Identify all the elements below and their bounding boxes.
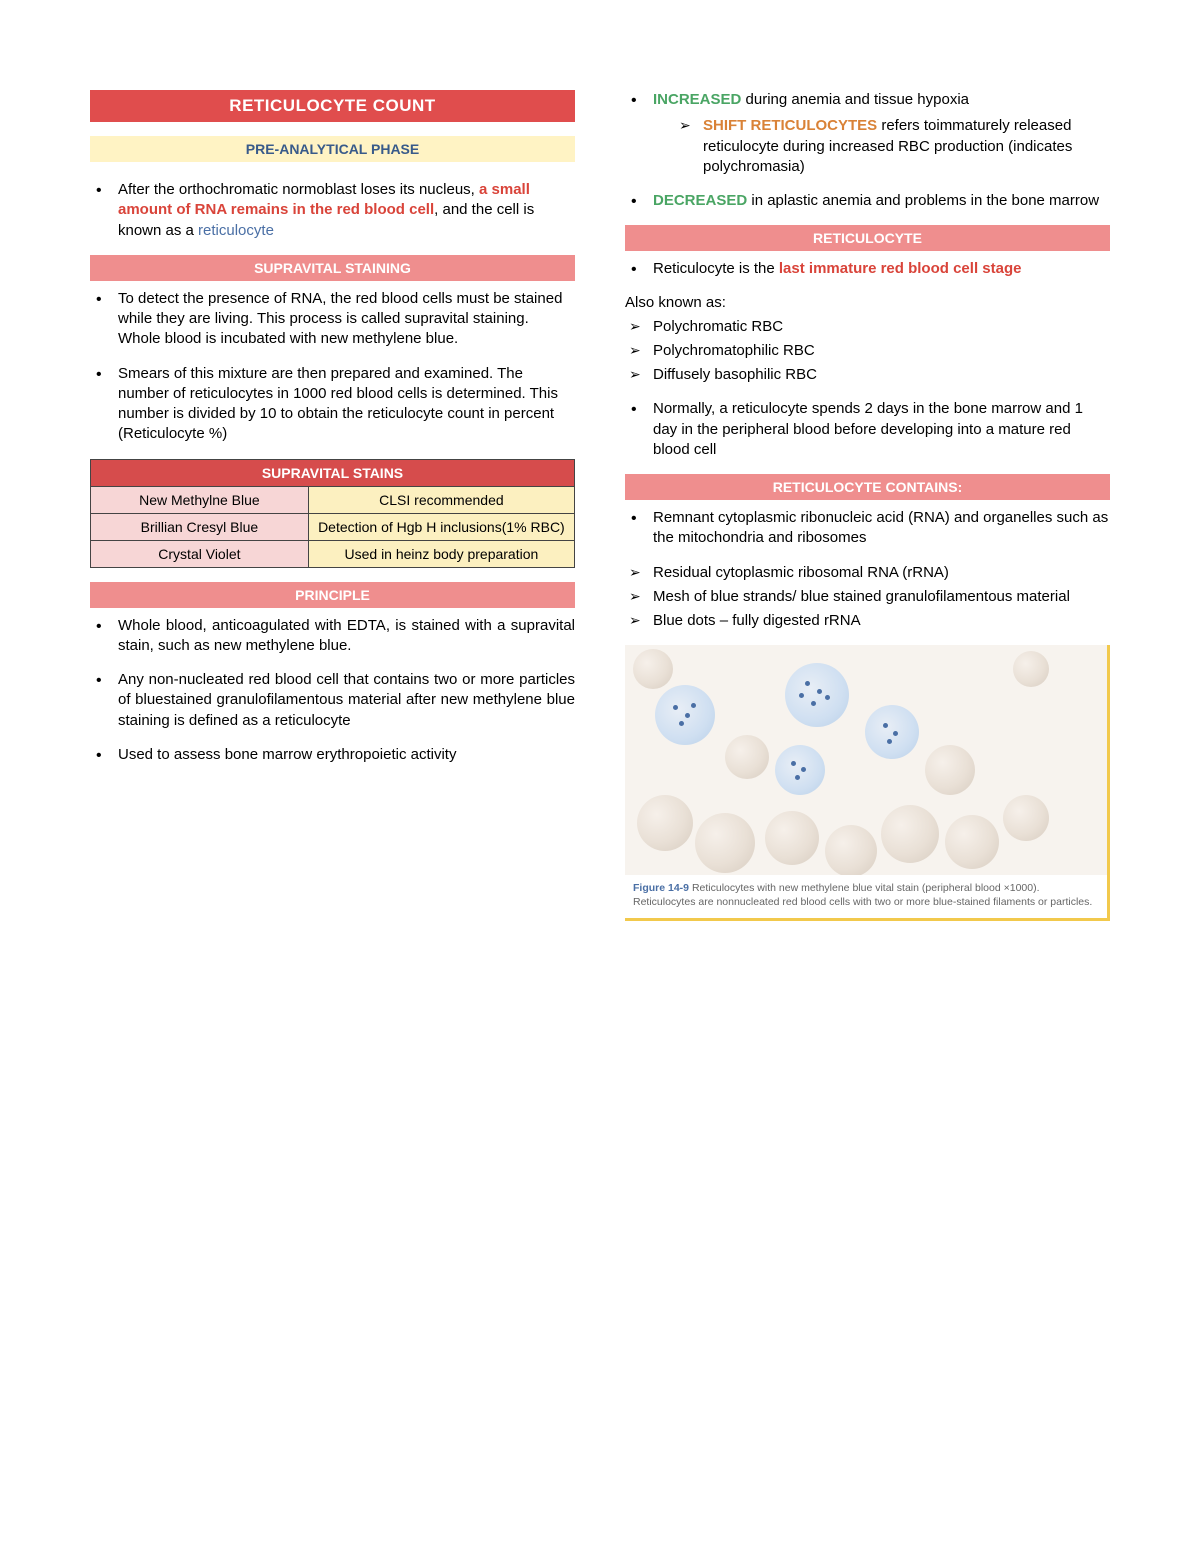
figure-caption: Figure 14-9 Reticulocytes with new methy… [625, 875, 1107, 917]
preanalytical-heading: PRE-ANALYTICAL PHASE [90, 136, 575, 162]
contains-arrow-item: Mesh of blue strands/ blue stained granu… [625, 587, 1110, 607]
contains-arrow-item: Blue dots – fully digested rRNA [625, 611, 1110, 631]
highlight-red: last immature red blood cell stage [779, 260, 1022, 277]
table-row: Brillian Cresyl Blue Detection of Hgb H … [91, 513, 575, 540]
supravital-item-1: To detect the presence of RNA, the red b… [90, 289, 575, 350]
supravital-item-2: Smears of this mixture are then prepared… [90, 364, 575, 445]
preanalytical-item: After the orthochromatic normoblast lose… [90, 180, 575, 241]
table-header: SUPRAVITAL STAINS [91, 459, 575, 486]
principle-heading: PRINCIPLE [90, 582, 575, 608]
reticulocyte-def-list: Reticulocyte is the last immature red bl… [625, 259, 1110, 279]
table-row: New Methylne Blue CLSI recommended [91, 486, 575, 513]
text: in aplastic anemia and problems in the b… [747, 192, 1099, 209]
left-column: RETICULOCYTE COUNT PRE-ANALYTICAL PHASE … [90, 90, 575, 921]
stain-use: Used in heinz body preparation [308, 540, 574, 567]
contains-heading: RETICULOCYTE CONTAINS: [625, 474, 1110, 500]
reticulocyte-def: Reticulocyte is the last immature red bl… [625, 259, 1110, 279]
principle-list: Whole blood, anticoagulated with EDTA, i… [90, 616, 575, 766]
preanalytical-list: After the orthochromatic normoblast lose… [90, 180, 575, 241]
aka-item: Polychromatic RBC [625, 317, 1110, 337]
reticulocyte-time: Normally, a reticulocyte spends 2 days i… [625, 399, 1110, 460]
increased-item: INCREASED during anemia and tissue hypox… [625, 90, 1110, 177]
decreased-label: DECREASED [653, 192, 747, 209]
figure-box: Figure 14-9 Reticulocytes with new methy… [625, 645, 1110, 920]
right-column: INCREASED during anemia and tissue hypox… [625, 90, 1110, 921]
contains-arrow-list: Residual cytoplasmic ribosomal RNA (rRNA… [625, 563, 1110, 632]
principle-item-1: Whole blood, anticoagulated with EDTA, i… [90, 616, 575, 657]
aka-label: Also known as: [625, 294, 1110, 311]
text: After the orthochromatic normoblast lose… [118, 181, 479, 198]
shift-label: SHIFT RETICULOCYTES [703, 117, 877, 134]
text: Reticulocyte is the [653, 260, 779, 277]
stain-name: New Methylne Blue [91, 486, 309, 513]
contains-arrow-item: Residual cytoplasmic ribosomal RNA (rRNA… [625, 563, 1110, 583]
principle-item-2: Any non-nucleated red blood cell that co… [90, 670, 575, 731]
stain-use: CLSI recommended [308, 486, 574, 513]
text: during anemia and tissue hypoxia [741, 91, 969, 108]
supravital-list: To detect the presence of RNA, the red b… [90, 289, 575, 445]
increase-decrease-list: INCREASED during anemia and tissue hypox… [625, 90, 1110, 211]
aka-list: Polychromatic RBC Polychromatophilic RBC… [625, 317, 1110, 386]
decreased-item: DECREASED in aplastic anemia and problem… [625, 191, 1110, 211]
principle-item-3: Used to assess bone marrow erythropoieti… [90, 745, 575, 765]
figure-caption-text: Reticulocytes with new methylene blue vi… [633, 882, 1092, 908]
supravital-stains-table: SUPRAVITAL STAINS New Methylne Blue CLSI… [90, 459, 575, 568]
reticulocyte-time-list: Normally, a reticulocyte spends 2 days i… [625, 399, 1110, 460]
figure-label: Figure 14-9 [633, 882, 689, 894]
shift-retic-item: SHIFT RETICULOCYTES refers toimmaturely … [679, 116, 1110, 177]
shift-retic-list: SHIFT RETICULOCYTES refers toimmaturely … [653, 116, 1110, 177]
aka-item: Polychromatophilic RBC [625, 341, 1110, 361]
stain-use: Detection of Hgb H inclusions(1% RBC) [308, 513, 574, 540]
contains-bullet: Remnant cytoplasmic ribonucleic acid (RN… [625, 508, 1110, 549]
table-row: Crystal Violet Used in heinz body prepar… [91, 540, 575, 567]
highlight-blue: reticulocyte [198, 222, 274, 239]
reticulocyte-heading: RETICULOCYTE [625, 225, 1110, 251]
increased-label: INCREASED [653, 91, 741, 108]
aka-item: Diffusely basophilic RBC [625, 365, 1110, 385]
supravital-heading: SUPRAVITAL STAINING [90, 255, 575, 281]
stain-name: Brillian Cresyl Blue [91, 513, 309, 540]
title-banner: RETICULOCYTE COUNT [90, 90, 575, 122]
page-two-column: RETICULOCYTE COUNT PRE-ANALYTICAL PHASE … [90, 90, 1110, 921]
contains-item: Remnant cytoplasmic ribonucleic acid (RN… [625, 508, 1110, 549]
stain-name: Crystal Violet [91, 540, 309, 567]
micrograph-image [625, 645, 1107, 875]
